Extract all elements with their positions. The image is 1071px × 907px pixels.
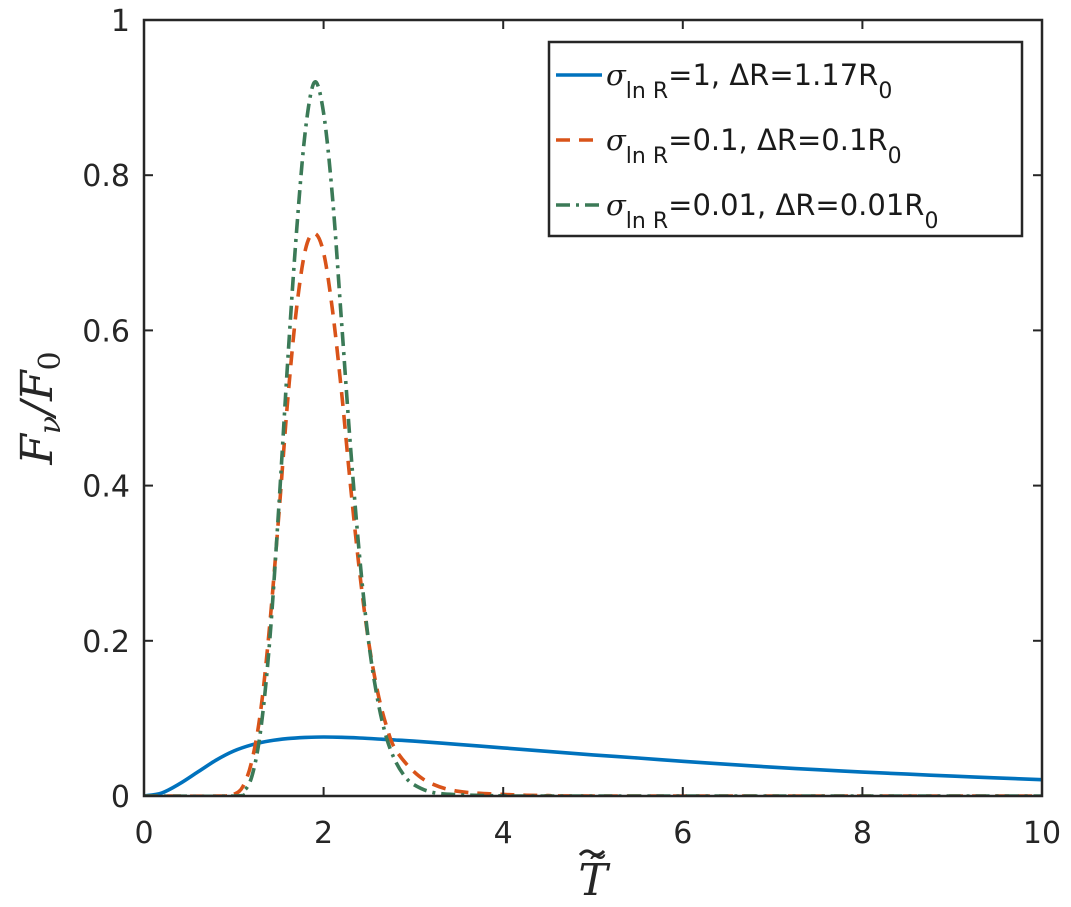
legend-entries: σln R=1, ΔR=1.17R0 σln R=0.1, ΔR=0.1R0 σln… [556,58,938,234]
x-tick-label: 6 [673,816,692,851]
series-layer [144,80,1042,796]
series-line-3 [144,80,1042,796]
series-line-1 [144,735,1042,796]
legend-label: σln R=0.1, ΔR=0.1R0 [606,123,902,169]
y-label-nu-sub: ν [33,416,68,434]
legend: σln R=1, ΔR=1.17R0 σln R=0.1, ΔR=0.1R0 σln… [547,40,1024,238]
y-label-f-nu: F [12,433,63,466]
legend-entry-3: σln R=0.01, ΔR=0.01R0 [556,188,938,234]
y-axis-label: Fν/F0 [12,351,68,465]
legend-box [547,40,1024,238]
y-label-zero-sub: 0 [33,351,68,370]
ticks-layer [143,19,1043,797]
legend-entry-1: σln R=1, ΔR=1.17R0 [556,58,892,104]
tick-labels-layer: 0 2 4 6 8 10 0 0.2 0.4 0.6 0.8 1 [82,4,1061,857]
x-label-tilde [578,849,606,857]
legend-label: σln R=1, ΔR=1.17R0 [606,58,892,104]
x-axis-label-text: T̃ [578,853,611,906]
x-tick-label: 4 [494,816,513,851]
x-tick-label: 0 [134,816,153,851]
y-label-slash: /F [12,369,63,420]
y-axis-label-text: Fν/F0 [12,351,68,465]
x-axis-label: T̃ [578,853,611,906]
plot-area-frame [142,18,1044,798]
y-tick-label: 0.2 [82,625,130,660]
x-tick-label: 10 [1023,816,1061,851]
y-tick-label: 1 [111,4,130,39]
legend-label: σln R=0.01, ΔR=0.01R0 [606,188,938,234]
y-tick-label: 0.8 [82,159,130,194]
y-tick-label: 0.4 [82,470,130,505]
y-tick-label: 0.6 [82,314,130,349]
x-tick-label: 8 [853,816,872,851]
y-tick-label: 0 [111,780,130,815]
x-tick-label: 2 [314,816,333,851]
legend-entry-2: σln R=0.1, ΔR=0.1R0 [556,123,902,169]
series-line-2 [144,231,1042,796]
